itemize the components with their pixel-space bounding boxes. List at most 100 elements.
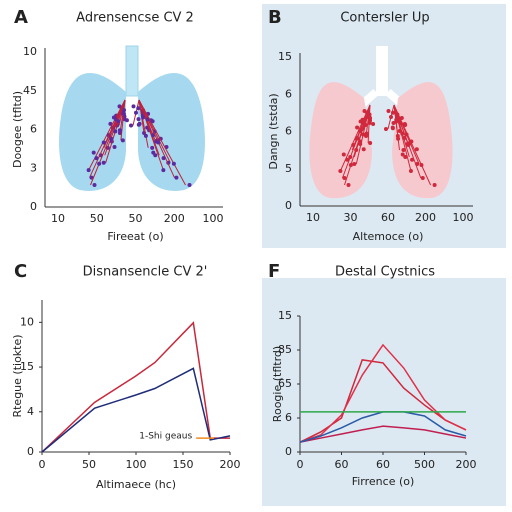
x-tick-label: 50 — [82, 458, 96, 471]
decor-dot — [386, 109, 391, 113]
decor-dot — [342, 176, 347, 180]
y-tick-label: 6 — [285, 411, 292, 424]
x-tick-label: 100 — [453, 211, 474, 224]
decor-dot — [129, 123, 133, 128]
decor-dot — [406, 143, 411, 147]
y-tick-label: 0 — [27, 445, 34, 458]
y-tick-label: 6 — [285, 125, 292, 138]
decor-dot — [156, 140, 161, 145]
x-tick-label: 100 — [126, 458, 147, 471]
decor-dot — [346, 183, 351, 187]
decor-dot — [113, 129, 118, 134]
decor-dot — [414, 147, 419, 152]
decor-dot — [394, 119, 399, 124]
decor-dot — [91, 150, 96, 155]
decor-dot — [403, 155, 408, 159]
y-axis-label: Roogie (tfltrd) — [271, 346, 284, 422]
decor-dot — [124, 118, 129, 123]
decor-dot — [161, 156, 166, 161]
chart-title: Contersler Up — [340, 11, 429, 26]
chart-title: Adrensencse CV 2 — [76, 11, 194, 26]
x-axis-label: Altimaece (hc) — [96, 478, 176, 491]
decor-dot — [358, 139, 363, 144]
decor-dot — [390, 110, 395, 115]
chart-title: Disnansencle CV 2' — [83, 265, 208, 280]
x-tick-label: 150 — [173, 458, 194, 471]
y-tick-label: 0 — [30, 200, 37, 213]
decor-dot — [401, 148, 406, 152]
panel-letter: A — [14, 7, 28, 28]
y-tick-label: 65 — [278, 377, 292, 390]
x-tick-label: 60 — [381, 211, 395, 224]
decor-dot — [171, 161, 176, 166]
decor-dot — [400, 152, 405, 157]
decor-dot — [384, 127, 388, 131]
y-tick-label: 45 — [23, 84, 37, 97]
x-tick-label: 50 — [90, 212, 104, 225]
decor-dot — [390, 125, 395, 130]
decor-dot — [341, 152, 346, 157]
decor-branch — [393, 104, 432, 186]
y-tick-label: 85 — [278, 343, 292, 356]
decor-dot — [348, 163, 353, 167]
panel-letter: C — [14, 261, 27, 282]
y-tick-label: 4 — [27, 405, 34, 418]
decor-branch — [393, 104, 422, 179]
y-tick-label: 3 — [30, 161, 37, 174]
decor-dot — [161, 168, 166, 173]
y-tick-label: 10 — [23, 45, 37, 58]
decor-dot — [143, 133, 148, 138]
x-tick-label: 60 — [376, 458, 390, 471]
y-tick-label: 6 — [285, 87, 292, 100]
annotation: 1-Shi geaus — [139, 432, 192, 442]
decor-dot — [352, 162, 357, 166]
x-tick-label: 200 — [415, 211, 436, 224]
decor-dot — [420, 176, 425, 180]
decor-branch — [344, 104, 371, 186]
chart-title: Destal Cystnics — [335, 265, 435, 280]
y-tick-label: 10 — [20, 315, 34, 328]
decor-dot — [92, 183, 97, 187]
y-tick-label: 0 — [285, 445, 292, 458]
x-axis-label: Firrence (o) — [352, 475, 415, 488]
x-tick-label: 200 — [456, 458, 477, 471]
x-tick-label: 10 — [306, 211, 320, 224]
decor-dot — [101, 160, 106, 165]
x-tick-label: 10 — [51, 212, 65, 225]
x-tick-label: 200 — [220, 458, 241, 471]
decor-dot — [108, 121, 113, 126]
decor-dot — [371, 122, 376, 126]
decor-dot — [368, 116, 373, 120]
decor-dot — [141, 115, 146, 120]
y-axis-label: Doogee (tfltd) — [11, 91, 24, 168]
decor-dot — [136, 106, 141, 111]
lung-illustration — [59, 45, 205, 191]
decor-dot — [355, 125, 360, 130]
line-series — [41, 367, 231, 453]
decor-dot — [361, 132, 366, 137]
decor-dot — [89, 175, 94, 180]
decor-dot — [121, 111, 126, 116]
x-tick-label: 0 — [39, 458, 46, 471]
panel-bg — [262, 4, 506, 248]
decor-dot — [174, 175, 179, 180]
decor-dot — [136, 117, 141, 122]
x-axis-label: Fireeat (o) — [107, 230, 163, 243]
decor-branch — [90, 99, 126, 186]
decor-branch — [138, 99, 186, 186]
decor-dot — [432, 183, 437, 187]
decor-dot — [131, 104, 136, 109]
decor-dot — [408, 169, 413, 173]
decor-dot — [361, 147, 366, 152]
decor-dot — [101, 140, 106, 145]
decor-dot — [363, 123, 368, 127]
y-axis-label: Dangn (tstda) — [267, 93, 280, 169]
decor-dot — [410, 157, 415, 162]
decor-dot — [120, 138, 125, 143]
decor-dot — [187, 183, 192, 187]
decor-dot — [403, 123, 408, 127]
y-tick-label: 5 — [285, 162, 292, 175]
line-series — [41, 321, 230, 453]
decor-branch — [138, 99, 175, 178]
decor-branch — [138, 99, 149, 148]
